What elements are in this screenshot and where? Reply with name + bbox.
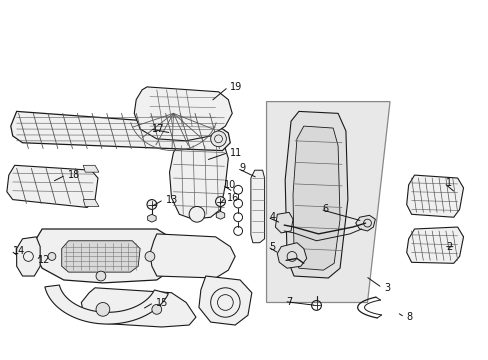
Circle shape [152, 305, 162, 314]
Text: 18: 18 [67, 170, 80, 180]
Text: 2: 2 [445, 242, 451, 252]
Polygon shape [292, 126, 339, 270]
Polygon shape [355, 215, 375, 231]
Polygon shape [266, 102, 389, 302]
Text: 9: 9 [239, 163, 245, 173]
Polygon shape [81, 288, 196, 327]
Polygon shape [169, 139, 228, 219]
Polygon shape [277, 243, 306, 268]
Circle shape [145, 252, 155, 261]
Polygon shape [83, 165, 99, 172]
Circle shape [210, 131, 226, 147]
Polygon shape [275, 212, 292, 233]
Circle shape [96, 271, 105, 281]
Text: 10: 10 [224, 180, 236, 190]
Polygon shape [216, 211, 224, 219]
Polygon shape [147, 214, 156, 222]
Text: 13: 13 [165, 195, 178, 204]
Circle shape [189, 206, 204, 222]
Text: 15: 15 [156, 297, 168, 307]
Polygon shape [11, 111, 230, 150]
Text: 3: 3 [384, 283, 389, 293]
Circle shape [147, 199, 157, 210]
Text: 14: 14 [13, 246, 25, 256]
Polygon shape [285, 111, 347, 278]
Text: 5: 5 [269, 242, 275, 252]
Polygon shape [134, 87, 232, 141]
Text: 12: 12 [38, 255, 50, 265]
Polygon shape [7, 165, 98, 207]
Polygon shape [406, 227, 463, 263]
Text: 16: 16 [227, 193, 239, 203]
Text: 17: 17 [152, 124, 164, 134]
Polygon shape [17, 237, 40, 276]
Polygon shape [61, 241, 140, 272]
Circle shape [48, 252, 56, 260]
Text: 1: 1 [445, 178, 451, 188]
Circle shape [215, 197, 225, 207]
Circle shape [96, 302, 109, 316]
Polygon shape [199, 276, 251, 325]
Polygon shape [34, 229, 173, 283]
Text: 11: 11 [230, 148, 242, 158]
Text: 8: 8 [406, 312, 412, 322]
Polygon shape [45, 285, 168, 324]
Text: 7: 7 [285, 297, 292, 306]
Text: 6: 6 [322, 204, 328, 215]
Text: 19: 19 [230, 82, 242, 92]
Text: 4: 4 [269, 212, 275, 222]
Polygon shape [250, 170, 264, 243]
Polygon shape [83, 199, 99, 207]
Polygon shape [406, 175, 463, 217]
Polygon shape [150, 234, 235, 278]
